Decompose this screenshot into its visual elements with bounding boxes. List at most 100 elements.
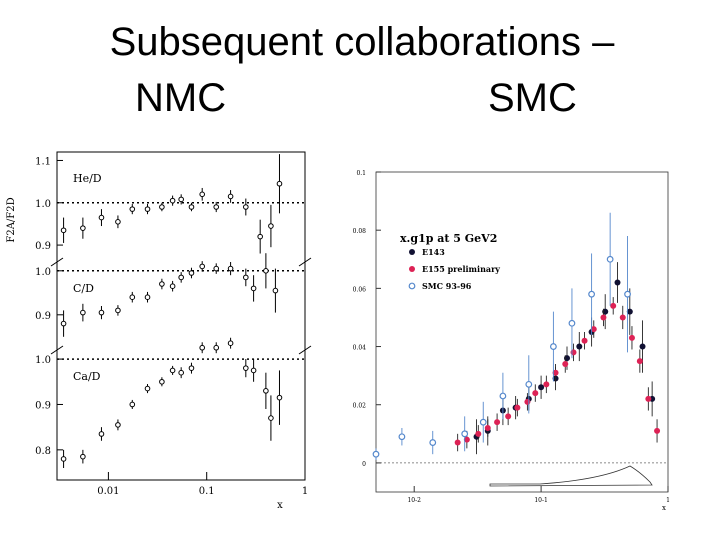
y-tick-label: 1.0	[35, 199, 51, 210]
legend-marker	[409, 249, 415, 255]
y-tick-label: 0.06	[353, 286, 367, 293]
x-axis-label: x	[277, 500, 283, 511]
data-point	[463, 436, 470, 443]
smc-frame	[375, 171, 669, 493]
data-point	[628, 334, 635, 341]
x-tick-label: 1	[302, 486, 308, 497]
data-point	[213, 204, 220, 210]
panel-label: He/D	[73, 172, 102, 185]
nmc-chart: 1.1 1.0 0.9 He/D 1.0 0.9 C/D 1.0 0.9 0.8 Ca/D 0.01 0…	[6, 151, 312, 511]
data-point	[639, 343, 646, 350]
data-point	[524, 398, 531, 405]
data-point	[600, 314, 607, 321]
data-point	[243, 204, 249, 210]
y-tick-label: 0.08	[353, 228, 367, 235]
data-point	[213, 265, 220, 272]
data-point	[159, 378, 165, 385]
data-point	[227, 193, 234, 200]
data-point	[188, 270, 195, 276]
data-point	[272, 287, 279, 294]
data-point	[454, 439, 461, 446]
data-point	[606, 255, 614, 263]
panel-label: Ca/D	[73, 370, 101, 383]
y-tick-label: 0.9	[35, 311, 51, 322]
x-tick-label: 10-1	[534, 497, 547, 504]
data-point	[499, 392, 507, 400]
data-point	[484, 425, 491, 431]
data-point	[159, 204, 165, 210]
legend-marker	[408, 282, 416, 290]
legend-label: E143	[422, 247, 445, 257]
data-point	[576, 343, 583, 350]
data-point	[552, 369, 559, 376]
y-tick-label: 0.02	[353, 403, 367, 410]
y-tick-label: 0.04	[353, 345, 367, 352]
smc-chart: 0 0.02 0.04 0.06 0.08 0.1 10-2 10-1 1x x.g1p at 5…	[353, 170, 670, 512]
data-point	[188, 204, 195, 210]
data-point	[115, 307, 121, 314]
y-tick-label: 1.0	[35, 267, 51, 278]
y-tick-label: 0.9	[35, 400, 51, 411]
axis-break-mark	[298, 257, 312, 267]
data-point	[144, 385, 151, 392]
data-point	[532, 390, 539, 397]
nmc-frame	[56, 151, 306, 481]
data-point	[626, 308, 633, 315]
data-point	[243, 365, 249, 371]
data-point	[60, 456, 67, 462]
data-point	[80, 453, 86, 460]
data-point	[80, 225, 86, 231]
data-point	[268, 415, 274, 421]
data-point	[227, 340, 234, 346]
x-tick-label: 10-2	[407, 497, 421, 504]
y-tick-label: 1.0	[35, 355, 51, 366]
y-tick-label: 1.1	[35, 156, 51, 167]
data-point	[619, 314, 626, 321]
data-point	[543, 381, 550, 388]
data-point	[461, 430, 469, 438]
data-point	[115, 219, 121, 225]
data-point	[129, 206, 136, 212]
data-point	[178, 196, 184, 203]
data-point	[188, 365, 195, 371]
data-point	[494, 419, 501, 426]
data-point	[199, 344, 206, 351]
data-point	[227, 265, 234, 272]
data-point	[614, 279, 621, 286]
data-point	[475, 430, 482, 437]
data-point	[129, 401, 136, 408]
data-point	[276, 180, 283, 187]
data-point	[549, 343, 557, 350]
axis-break-mark	[50, 345, 64, 355]
data-point	[654, 427, 661, 434]
data-point	[257, 233, 263, 240]
data-point	[372, 450, 380, 458]
data-point	[568, 319, 576, 327]
data-point	[169, 197, 176, 204]
y-axis-label: F2A/F2D	[6, 197, 17, 242]
data-point	[213, 344, 220, 351]
data-point	[562, 361, 569, 367]
data-point	[243, 274, 249, 281]
data-point	[538, 384, 545, 391]
x-axis-label: x	[662, 504, 666, 512]
x-tick-label: 0.1	[199, 486, 215, 497]
y-tick-label: 0.9	[35, 241, 51, 252]
data-point	[98, 431, 105, 437]
data-point	[169, 283, 176, 289]
data-point	[525, 380, 533, 388]
data-point	[178, 369, 184, 376]
data-point	[98, 309, 105, 316]
data-point	[514, 404, 521, 411]
data-point	[505, 413, 512, 420]
axis-break-mark	[50, 257, 64, 267]
y-tick-label: 0.8	[35, 446, 51, 457]
data-point	[263, 268, 269, 274]
data-point	[398, 433, 406, 441]
legend-marker	[409, 266, 415, 272]
x-tick-label: 1	[666, 497, 670, 504]
data-point	[429, 439, 437, 446]
axis-break-mark	[298, 345, 312, 355]
data-point	[60, 227, 67, 234]
data-point	[636, 358, 643, 365]
